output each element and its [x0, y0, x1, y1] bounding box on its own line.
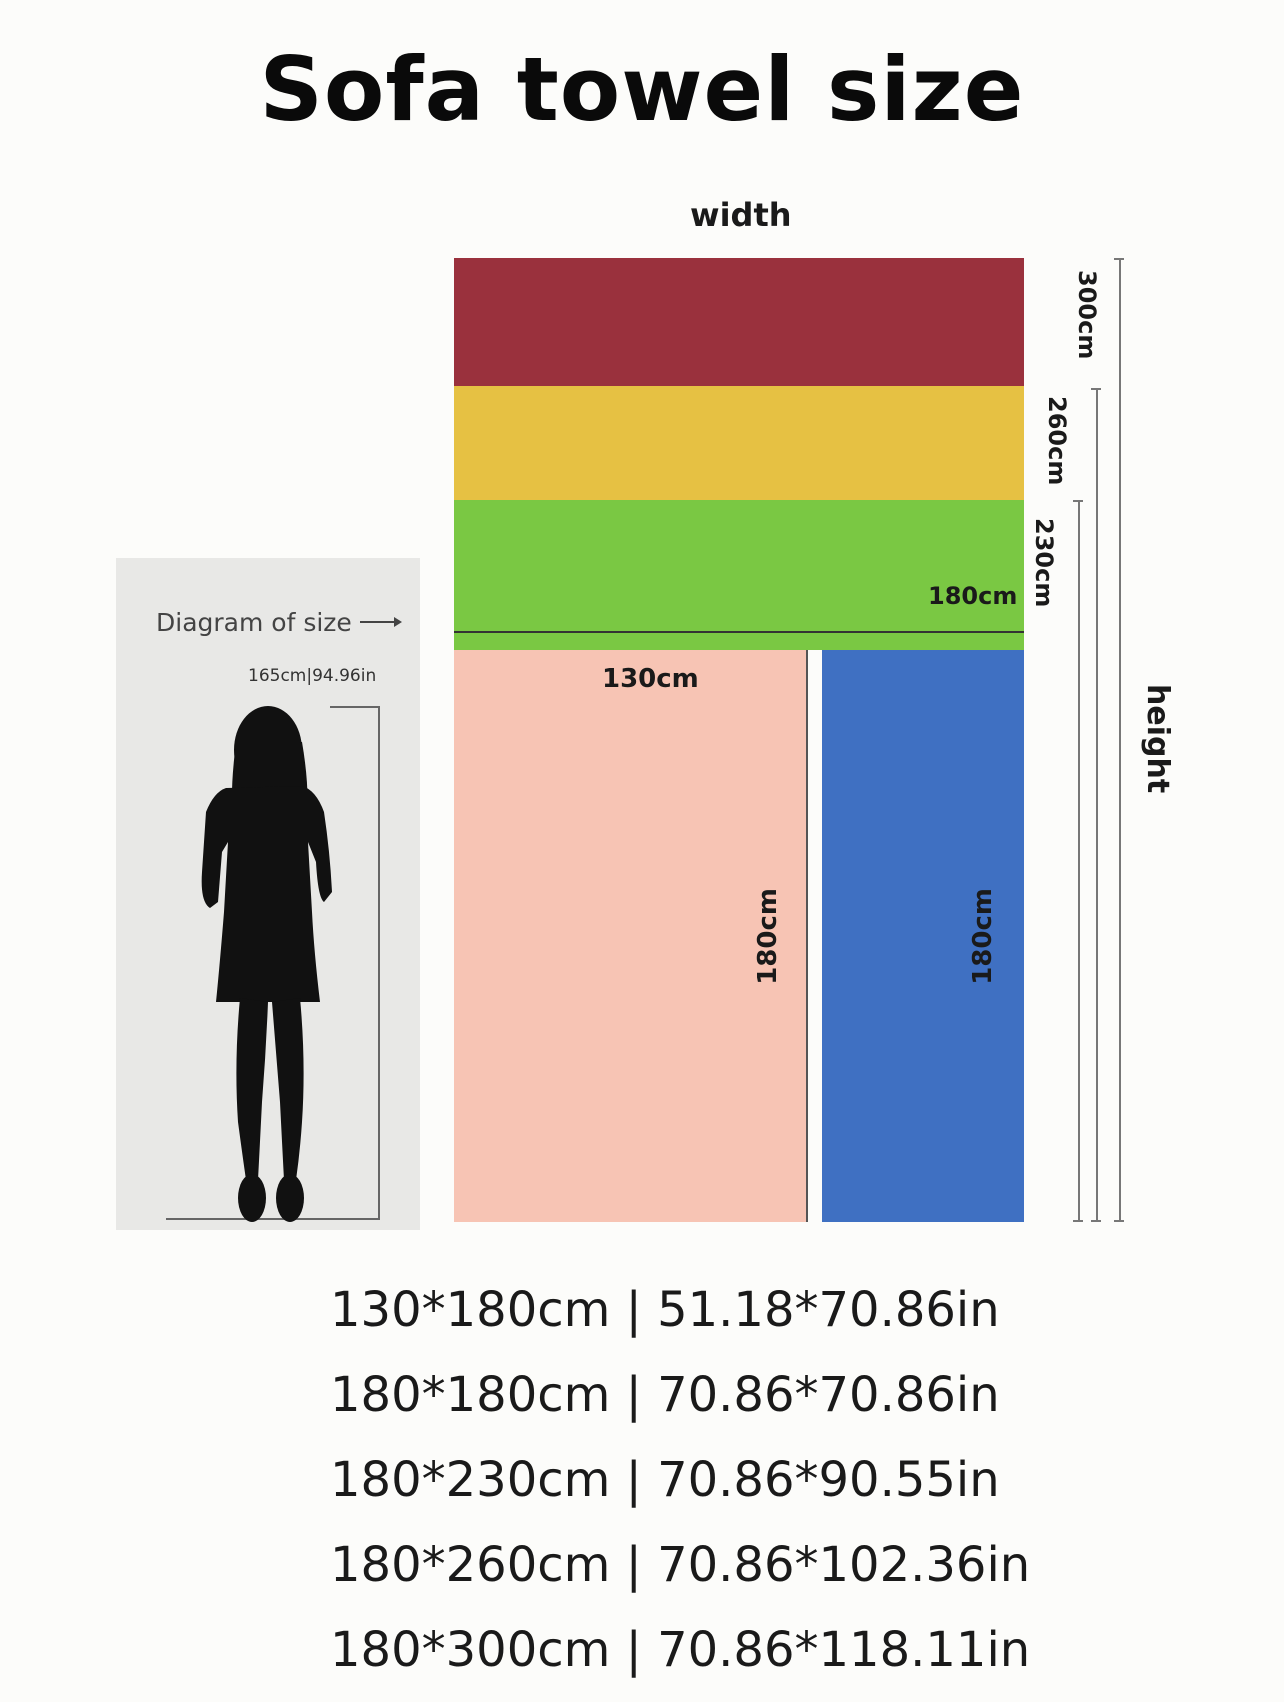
page-title: Sofa towel size [259, 38, 1025, 141]
height-230-line [1078, 500, 1080, 1222]
width-axis-label: width [690, 196, 792, 234]
height-260-line [1096, 388, 1098, 1222]
height-230-tick-top [1073, 500, 1083, 502]
size-spec-item: 180*230cm | 70.86*90.55in [330, 1452, 1000, 1508]
height-260-label: 260cm [1043, 396, 1071, 486]
height-230-label: 230cm [1030, 518, 1058, 608]
height-260-tick-bottom [1091, 1220, 1101, 1222]
person-height-frame-top [330, 706, 378, 708]
size-spec-item: 180*300cm | 70.86*118.11in [330, 1622, 1031, 1678]
towel-180x180-band [822, 650, 1024, 1222]
towel-300cm-band [454, 258, 1024, 386]
height-300-label: 300cm [1073, 270, 1101, 360]
height-230-tick-bottom [1073, 1220, 1083, 1222]
person-height-label: 165cm|94.96in [248, 666, 377, 686]
height-260-tick-top [1091, 388, 1101, 390]
size-spec-item: 180*180cm | 70.86*70.86in [330, 1367, 1000, 1423]
towel-260cm-band [454, 386, 1024, 500]
towel-130x180-band [454, 650, 807, 1222]
person-height-frame [166, 706, 380, 1220]
arrow-right-icon [360, 617, 402, 627]
width-measure-line [454, 631, 1024, 633]
height-300-line [1119, 258, 1121, 1222]
diagram-of-size-label: Diagram of size [156, 608, 352, 637]
towel-230cm-band [454, 500, 1024, 650]
height-pink-label: 180cm [753, 888, 783, 985]
height-300-tick-bottom [1114, 1220, 1124, 1222]
towel-divider-line [806, 650, 808, 1222]
height-axis-label: height [1140, 684, 1175, 794]
size-spec-list: 130*180cm | 51.18*70.86in 180*180cm | 70… [330, 1268, 1030, 1693]
person-silhouette-icon [201, 706, 332, 1222]
size-spec-item: 130*180cm | 51.18*70.86in [330, 1282, 1000, 1338]
height-300-tick-top [1114, 258, 1124, 260]
width-180-label: 180cm [928, 582, 1018, 610]
width-130-label: 130cm [602, 664, 699, 694]
size-spec-item: 180*260cm | 70.86*102.36in [330, 1537, 1031, 1593]
height-blue-label: 180cm [968, 888, 998, 985]
